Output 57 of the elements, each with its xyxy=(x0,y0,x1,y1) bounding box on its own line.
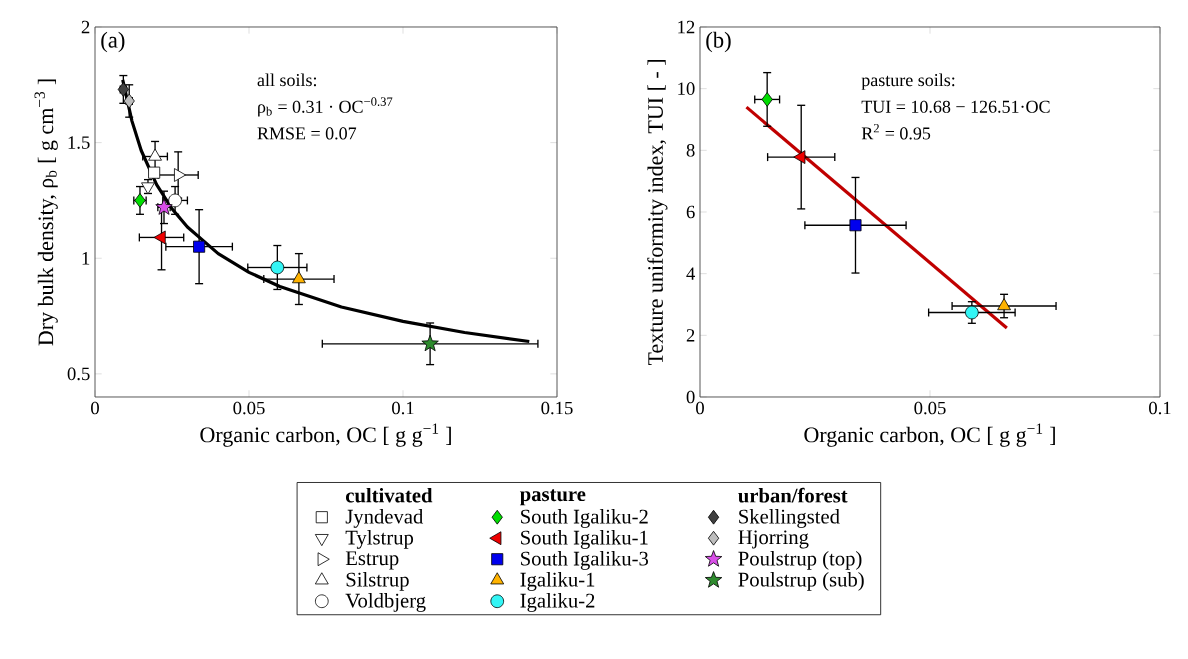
legend-label: Igaliku-1 xyxy=(520,572,595,591)
point xyxy=(793,150,806,164)
y-tick-label: 0.5 xyxy=(67,367,90,381)
y-tick-label: 12 xyxy=(678,20,695,34)
legend-label: Igaliku-2 xyxy=(520,593,595,612)
point xyxy=(193,240,206,253)
text: urban/forest xyxy=(738,487,848,503)
y-axis-title: Dry bulk density, ρ$_{b}$ [ g cm$^{−3}$ ] xyxy=(34,79,58,346)
x-tick-label: 0.1 xyxy=(1149,401,1171,415)
y-tick-label: 8 xyxy=(686,144,695,157)
x-tick-label: 0 xyxy=(696,401,704,415)
y-tick-label: 2 xyxy=(686,329,695,342)
annotation: (a) xyxy=(101,31,125,53)
legend-label: South Igaliku-2 xyxy=(521,509,648,528)
legend-label: Poulstrup (top) xyxy=(738,551,862,570)
annotation: ρ$_{b}$ = 0.31 · OC$^{−0.37}$ xyxy=(258,97,393,117)
y-tick-label: 1.5 xyxy=(68,136,90,149)
point xyxy=(849,219,862,232)
x-tick-label: 0.05 xyxy=(233,401,265,415)
legend-label: Silstrup xyxy=(346,572,409,591)
x-axis-title: Organic carbon, OC [ g g$^{−1}$ ] xyxy=(804,423,1055,447)
y-tick-label: 6 xyxy=(686,205,695,219)
y-tick-label: 0 xyxy=(686,390,695,404)
point xyxy=(761,92,773,107)
legend-label: Tylstrup xyxy=(345,530,414,549)
legend-label: Skellingsted xyxy=(739,509,840,528)
legend-label: Jyndevad xyxy=(345,509,424,528)
point xyxy=(148,148,162,161)
y-tick-label: 1 xyxy=(82,252,90,265)
text: cultivated xyxy=(345,487,433,503)
annotation: pasture soils: xyxy=(861,73,955,90)
point xyxy=(421,334,439,352)
annotation: RMSE = 0.07 xyxy=(257,127,357,140)
x-axis-title: Organic carbon, OC [ g g$^{−1}$ ] xyxy=(200,423,451,447)
legend-label: Voldbjerg xyxy=(345,593,426,612)
legend-label: Poulstrup (sub) xyxy=(738,572,864,591)
x-tick-label: 0.05 xyxy=(914,401,946,415)
point xyxy=(292,271,306,284)
legend-label: Hjorring xyxy=(738,530,809,549)
annotation: (b) xyxy=(706,31,731,53)
legend-label: South Igaliku-3 xyxy=(521,551,649,570)
legend-label: South Igaliku-1 xyxy=(521,530,648,549)
y-tick-label: 4 xyxy=(686,267,696,280)
point xyxy=(997,298,1011,311)
annotation: R$^{2}$ = 0.95 xyxy=(861,124,931,140)
y-tick-label: 10 xyxy=(678,82,695,95)
x-tick-label: 0.1 xyxy=(392,401,414,415)
annotation: all soils: xyxy=(257,73,317,87)
y-axis-title: Texture uniformity index, TUI [ - ] xyxy=(647,60,668,366)
y-tick-label: 2 xyxy=(81,20,90,34)
x-tick-label: 0.15 xyxy=(541,401,573,415)
annotation: TUI = 10.68 − 126.51·OC xyxy=(861,100,1050,113)
point xyxy=(270,260,285,275)
point xyxy=(965,305,979,320)
legend-label: Estrup xyxy=(345,551,399,570)
text: pasture xyxy=(519,489,586,506)
x-tick-label: 0 xyxy=(91,401,99,415)
